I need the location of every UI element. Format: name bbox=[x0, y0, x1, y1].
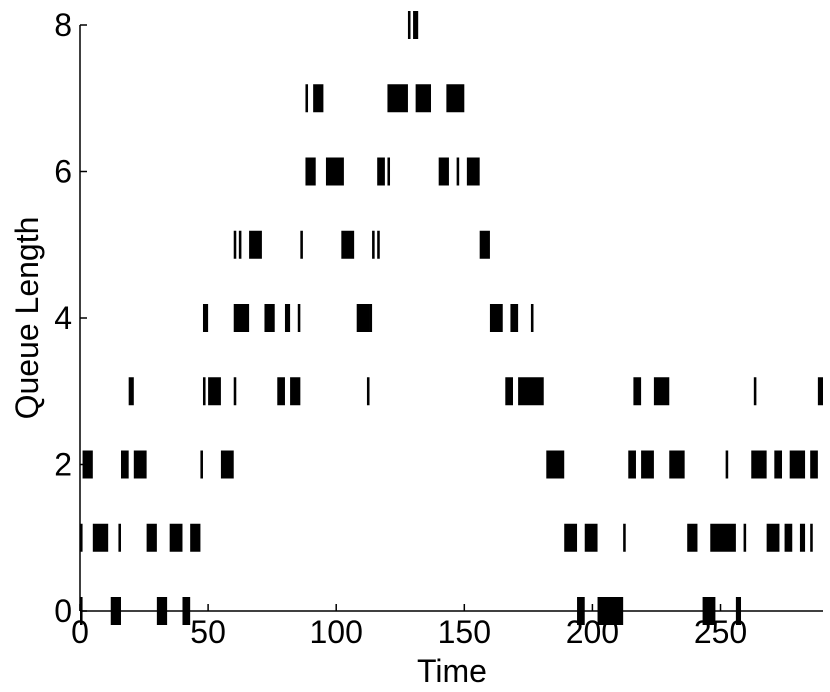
x-tick-label: 50 bbox=[190, 614, 226, 650]
occupancy-mark-level-2 bbox=[774, 450, 783, 479]
x-tick-label: 200 bbox=[566, 614, 619, 650]
occupancy-mark-level-4 bbox=[489, 304, 503, 332]
occupancy-mark-level-2 bbox=[82, 450, 93, 479]
occupancy-mark-level-2 bbox=[220, 450, 234, 479]
occupancy-mark-level-1 bbox=[92, 523, 109, 552]
occupancy-mark-level-2 bbox=[789, 450, 806, 479]
x-tick-label: 0 bbox=[71, 614, 89, 650]
occupancy-mark-level-8 bbox=[407, 11, 411, 39]
occupancy-mark-level-2 bbox=[751, 450, 767, 479]
occupancy-mark-level-1 bbox=[784, 523, 793, 552]
occupancy-mark-level-3 bbox=[633, 377, 642, 406]
occupancy-mark-level-1 bbox=[80, 523, 83, 552]
occupancy-mark-level-6 bbox=[377, 157, 385, 186]
occupancy-mark-level-2 bbox=[546, 450, 565, 479]
occupancy-mark-level-6 bbox=[325, 157, 344, 186]
occupancy-mark-level-3 bbox=[290, 377, 301, 406]
occupancy-mark-level-1 bbox=[810, 523, 813, 552]
occupancy-mark-level-7 bbox=[313, 84, 324, 113]
occupancy-mark-level-3 bbox=[366, 377, 370, 406]
occupancy-mark-level-1 bbox=[564, 523, 578, 552]
occupancy-mark-level-7 bbox=[305, 84, 309, 113]
occupancy-mark-level-4 bbox=[510, 304, 519, 332]
occupancy-mark-level-1 bbox=[190, 523, 201, 552]
occupancy-mark-level-4 bbox=[202, 304, 209, 332]
occupancy-mark-level-3 bbox=[753, 377, 757, 406]
occupancy-mark-level-5 bbox=[233, 230, 237, 259]
x-axis-ticks: 0 50 100 150 200 250 bbox=[71, 604, 747, 650]
occupancy-mark-level-3 bbox=[817, 377, 823, 406]
occupancy-mark-level-3 bbox=[128, 377, 134, 406]
occupancy-mark-level-3 bbox=[653, 377, 670, 406]
occupancy-mark-level-6 bbox=[466, 157, 480, 186]
occupancy-mark-level-4 bbox=[233, 304, 250, 332]
occupancy-mark-level-6 bbox=[387, 157, 391, 186]
occupancy-mark-level-2 bbox=[628, 450, 636, 479]
occupancy-mark-level-5 bbox=[372, 230, 375, 259]
occupancy-mark-level-5 bbox=[249, 230, 262, 259]
occupancy-mark-level-1 bbox=[766, 523, 780, 552]
occupancy-mark-level-1 bbox=[687, 523, 698, 552]
x-tick-label: 150 bbox=[438, 614, 491, 650]
occupancy-mark-level-1 bbox=[146, 523, 157, 552]
y-axis-label: Queue Length bbox=[9, 217, 45, 420]
occupancy-mark-level-3 bbox=[208, 377, 221, 406]
occupancy-mark-level-2 bbox=[200, 450, 203, 479]
occupancy-mark-level-2 bbox=[669, 450, 685, 479]
occupancy-mark-level-6 bbox=[438, 157, 449, 186]
occupancy-mark-level-3 bbox=[202, 377, 206, 406]
occupancy-mark-level-4 bbox=[356, 304, 370, 332]
occupancy-mark-level-6 bbox=[456, 157, 460, 186]
occupancy-mark-level-1 bbox=[623, 523, 626, 552]
occupancy-mark-level-1 bbox=[118, 523, 121, 552]
y-tick-label: 6 bbox=[54, 154, 72, 190]
occupancy-mark-level-2 bbox=[810, 450, 818, 479]
occupancy-mark-level-5 bbox=[300, 230, 303, 259]
occupancy-mark-level-4 bbox=[369, 304, 373, 332]
occupancy-mark-level-5 bbox=[341, 230, 355, 259]
occupancy-mark-level-1 bbox=[799, 523, 806, 552]
occupancy-mark-level-8 bbox=[413, 11, 419, 39]
occupancy-mark-level-3 bbox=[277, 377, 285, 406]
x-axis-label: Time bbox=[417, 653, 487, 689]
occupancy-mark-level-5 bbox=[479, 230, 490, 259]
occupancy-mark-level-3 bbox=[518, 377, 544, 406]
y-tick-label: 0 bbox=[54, 593, 72, 629]
y-tick-label: 8 bbox=[54, 7, 72, 43]
occupancy-mark-level-4 bbox=[530, 304, 534, 332]
occupancy-mark-level-2 bbox=[725, 450, 729, 479]
occupancy-mark-level-7 bbox=[446, 84, 465, 113]
occupancy-mark-level-7 bbox=[415, 84, 432, 113]
occupancy-mark-level-3 bbox=[505, 377, 513, 406]
x-tick-label: 250 bbox=[694, 614, 747, 650]
y-tick-label: 2 bbox=[54, 447, 72, 483]
y-axis-ticks: 0 2 4 6 8 bbox=[54, 7, 87, 629]
y-tick-label: 4 bbox=[54, 300, 72, 336]
occupancy-mark-level-5 bbox=[238, 230, 242, 259]
axes bbox=[79, 25, 823, 612]
occupancy-mark-level-2 bbox=[120, 450, 129, 479]
occupancy-mark-level-1 bbox=[710, 523, 736, 552]
occupancy-mark-level-2 bbox=[133, 450, 147, 479]
occupancy-mark-level-2 bbox=[641, 450, 654, 479]
occupancy-mark-level-1 bbox=[169, 523, 183, 552]
occupancy-mark-level-4 bbox=[297, 304, 301, 332]
occupancy-mark-level-1 bbox=[584, 523, 598, 552]
occupancy-mark-level-7 bbox=[387, 84, 408, 113]
occupancy-mark-level-4 bbox=[264, 304, 275, 332]
x-tick-label: 100 bbox=[310, 614, 363, 650]
occupancy-mark-level-6 bbox=[305, 157, 316, 186]
raster-marks bbox=[80, 11, 823, 625]
occupancy-mark-level-4 bbox=[284, 304, 291, 332]
occupancy-mark-level-5 bbox=[377, 230, 380, 259]
occupancy-mark-level-3 bbox=[233, 377, 237, 406]
occupancy-mark-level-1 bbox=[743, 523, 747, 552]
